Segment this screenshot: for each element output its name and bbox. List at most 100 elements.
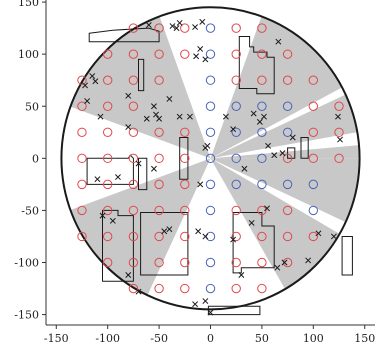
x-tick-label-5: 100	[303, 332, 324, 345]
red-circle-point-63	[128, 257, 139, 268]
red-circle-point-39	[334, 153, 344, 164]
blue-circle-point-18	[308, 179, 319, 190]
cross-point-22	[156, 115, 163, 122]
cross-point-46	[166, 226, 173, 233]
cross-point-9	[202, 56, 209, 63]
blue-circle-point-19	[205, 205, 216, 216]
cross-point-61	[330, 233, 337, 240]
cross-point-37	[94, 176, 101, 183]
x-tick-label-3: 0	[207, 332, 214, 345]
red-circle-point-50	[231, 205, 241, 216]
cross-point-23	[186, 113, 193, 120]
blue-circle-point-9	[257, 127, 267, 137]
cross-point-15	[150, 103, 157, 110]
red-circle-point-14	[128, 75, 139, 85]
cross-point-11	[92, 78, 99, 85]
x-tick-label-4: 50	[255, 332, 269, 345]
cross-point-39	[135, 160, 142, 167]
outlined-region-4	[138, 157, 148, 191]
red-circle-point-70	[154, 283, 164, 294]
blue-circle-point-3	[205, 101, 216, 111]
cross-point-48	[202, 233, 209, 240]
outlined-region-8	[102, 209, 134, 282]
cross-point-44	[109, 217, 116, 224]
cross-point-19	[97, 113, 104, 120]
red-circle-point-24	[334, 101, 344, 111]
x-tick-label-2: -50	[150, 332, 168, 345]
red-circle-point-65	[180, 257, 190, 268]
outlined-region-2	[138, 58, 145, 92]
red-circle-point-55	[128, 231, 139, 242]
blue-circle-point-0	[205, 23, 216, 33]
blue-circle-point-5	[257, 101, 267, 111]
cross-point-41	[197, 181, 204, 188]
blue-circle-point-4	[231, 101, 241, 111]
cross-point-45	[161, 228, 168, 235]
red-circle-point-33	[102, 153, 113, 164]
red-circle-point-56	[154, 231, 164, 242]
cross-point-38	[115, 174, 121, 181]
red-circle-point-17	[257, 75, 267, 85]
cross-point-28	[261, 113, 267, 120]
y-tick-label-4: 50	[25, 100, 39, 113]
red-circle-point-11	[282, 49, 293, 59]
cross-point-32	[289, 134, 296, 141]
red-circle-point-72	[231, 283, 241, 294]
red-circle-point-29	[180, 127, 190, 137]
boundary-circle-layer	[60, 6, 361, 311]
cross-point-55	[202, 298, 209, 304]
red-circle-point-21	[102, 101, 113, 111]
blue-circle-point-12	[231, 153, 241, 164]
cross-point-3	[173, 25, 180, 32]
red-circle-point-7	[154, 49, 164, 59]
red-circle-point-2	[180, 23, 190, 33]
blue-circle-point-23	[205, 283, 216, 294]
red-circle-point-13	[102, 75, 113, 85]
red-circle-point-25	[77, 127, 87, 137]
red-circle-point-34	[128, 153, 139, 164]
cross-point-50	[248, 219, 255, 226]
cross-point-7	[197, 46, 204, 52]
cross-point-8	[193, 53, 200, 60]
blue-circle-point-22	[205, 257, 216, 268]
cross-point-49	[264, 205, 271, 212]
red-circle-point-5	[102, 49, 113, 59]
cross-point-47	[195, 228, 202, 235]
red-circle-point-35	[154, 153, 164, 164]
red-circle-point-37	[282, 153, 293, 164]
blue-circle-point-20	[308, 205, 319, 216]
cross-point-18	[84, 98, 91, 104]
red-circle-point-16	[231, 75, 241, 85]
red-circle-point-40	[77, 179, 87, 190]
cross-point-13	[125, 92, 132, 99]
cross-point-54	[135, 288, 142, 295]
outlined-region-1	[88, 27, 160, 43]
cross-point-35	[335, 113, 341, 120]
cross-point-53	[125, 272, 132, 278]
cross-point-59	[281, 259, 288, 266]
red-circle-point-9	[231, 49, 241, 59]
cross-point-60	[305, 257, 312, 264]
red-circle-point-66	[231, 257, 241, 268]
cross-point-2	[176, 19, 183, 26]
cross-point-52	[238, 272, 245, 278]
data-points	[77, 18, 344, 316]
y-tick-label-5: 100	[18, 48, 39, 61]
cross-point-16	[153, 111, 159, 118]
blue-circle-point-11	[205, 153, 216, 164]
red-circle-point-60	[282, 231, 293, 242]
boundary-circle	[60, 6, 361, 311]
red-circle-point-10	[257, 49, 267, 59]
blue-circle-point-17	[282, 179, 293, 190]
red-circle-point-58	[231, 231, 241, 242]
y-tick-label-6: 150	[18, 0, 39, 9]
red-circle-point-62	[102, 257, 113, 268]
shaded-sector-4	[210, 158, 360, 223]
outlined-region-0	[238, 36, 275, 95]
x-tick-label-0: -150	[44, 332, 69, 345]
outlined-region-5	[179, 137, 189, 180]
outlined-region-11	[232, 212, 275, 274]
red-circle-point-36	[180, 153, 190, 164]
red-circle-point-27	[128, 127, 139, 137]
